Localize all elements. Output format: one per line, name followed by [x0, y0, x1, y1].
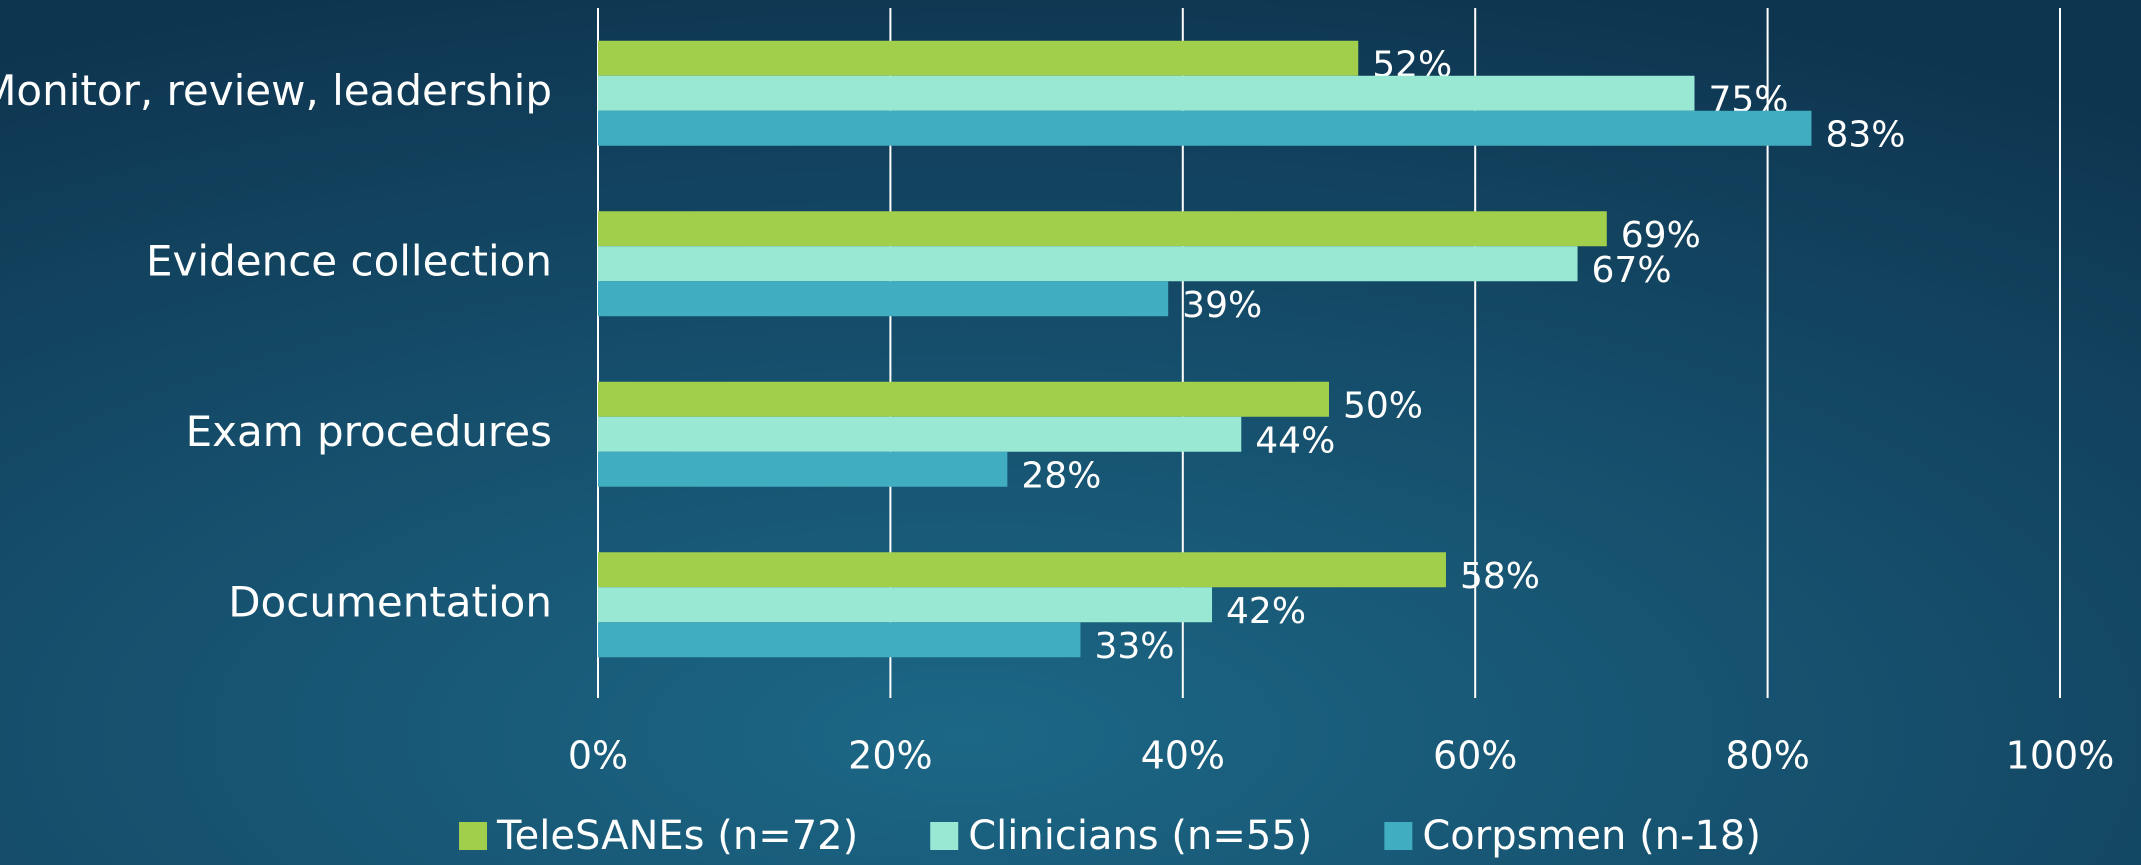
value-label: 39%	[1182, 285, 1262, 326]
value-label: 44%	[1255, 420, 1335, 461]
legend-label: Corpsmen (n-18)	[1422, 813, 1761, 859]
value-label: 67%	[1592, 250, 1672, 291]
bar	[598, 587, 1213, 623]
x-tick-label: 100%	[2006, 734, 2115, 778]
category-label: Exam procedures	[186, 407, 552, 456]
x-tick-label: 20%	[848, 734, 932, 778]
value-label: 42%	[1226, 591, 1306, 632]
legend-swatch	[930, 822, 959, 850]
category-label: Documentation	[228, 577, 552, 626]
legend-label: Clinicians (n=55)	[968, 813, 1312, 859]
value-label: 58%	[1460, 556, 1540, 597]
bar	[598, 281, 1169, 317]
bar	[598, 622, 1081, 658]
category-label: Evidence collection	[146, 236, 552, 285]
bar	[598, 75, 1695, 111]
value-label: 69%	[1621, 215, 1701, 256]
bar	[598, 246, 1578, 282]
bar	[598, 381, 1329, 417]
bar	[598, 211, 1607, 247]
legend-label: TeleSANEs (n=72)	[496, 813, 858, 859]
bar	[598, 552, 1446, 588]
bar	[598, 451, 1008, 487]
bar	[598, 416, 1242, 452]
bar	[598, 110, 1812, 146]
x-tick-label: 60%	[1433, 734, 1517, 778]
value-label: 50%	[1343, 385, 1423, 426]
legend-swatch	[1384, 822, 1413, 850]
value-label: 83%	[1825, 114, 1905, 155]
value-label: 28%	[1021, 455, 1101, 496]
x-tick-label: 40%	[1141, 734, 1225, 778]
x-tick-label: 80%	[1725, 734, 1809, 778]
legend-swatch	[459, 822, 488, 850]
bar	[598, 40, 1359, 76]
x-tick-label: 0%	[568, 734, 628, 778]
value-label: 33%	[1094, 626, 1174, 667]
category-label: Monitor, review, leadership	[0, 66, 552, 115]
